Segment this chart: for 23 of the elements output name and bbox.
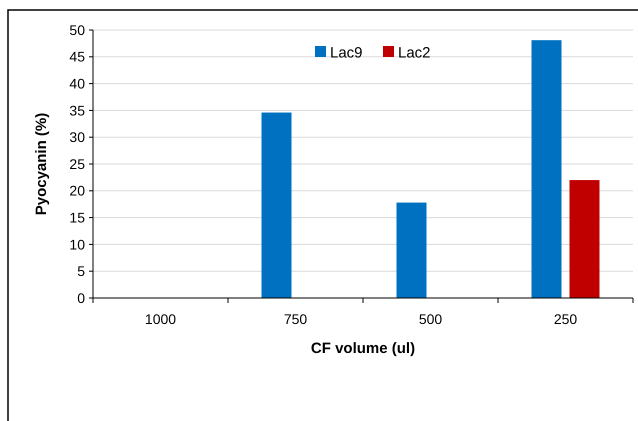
legend-label: Lac2 bbox=[398, 44, 431, 62]
y-tick-label: 30 bbox=[69, 129, 86, 146]
y-tick-label: 25 bbox=[69, 156, 86, 172]
x-tick-label: 250 bbox=[554, 311, 578, 327]
x-tick-label: 500 bbox=[418, 311, 442, 327]
bar bbox=[532, 40, 562, 298]
y-tick-label: 0 bbox=[77, 290, 86, 306]
y-tick-label: 40 bbox=[69, 76, 86, 92]
bar bbox=[570, 180, 600, 298]
x-axis-title: CF volume (ul) bbox=[310, 340, 416, 357]
y-tick-label: 5 bbox=[77, 263, 86, 280]
y-tick-label: 35 bbox=[69, 102, 86, 118]
y-tick-label: 45 bbox=[69, 48, 86, 65]
y-tick-label: 50 bbox=[69, 22, 86, 38]
y-axis-title: Pyocyanin (%) bbox=[33, 112, 50, 216]
y-tick-label: 20 bbox=[69, 182, 86, 199]
x-tick-label: 1000 bbox=[144, 311, 176, 327]
y-tick-label: 15 bbox=[69, 210, 86, 226]
x-tick-label: 750 bbox=[284, 311, 308, 327]
bar bbox=[262, 112, 292, 298]
y-tick-label: 10 bbox=[69, 236, 86, 252]
legend-label: Lac9 bbox=[330, 44, 363, 62]
bar bbox=[396, 202, 426, 298]
